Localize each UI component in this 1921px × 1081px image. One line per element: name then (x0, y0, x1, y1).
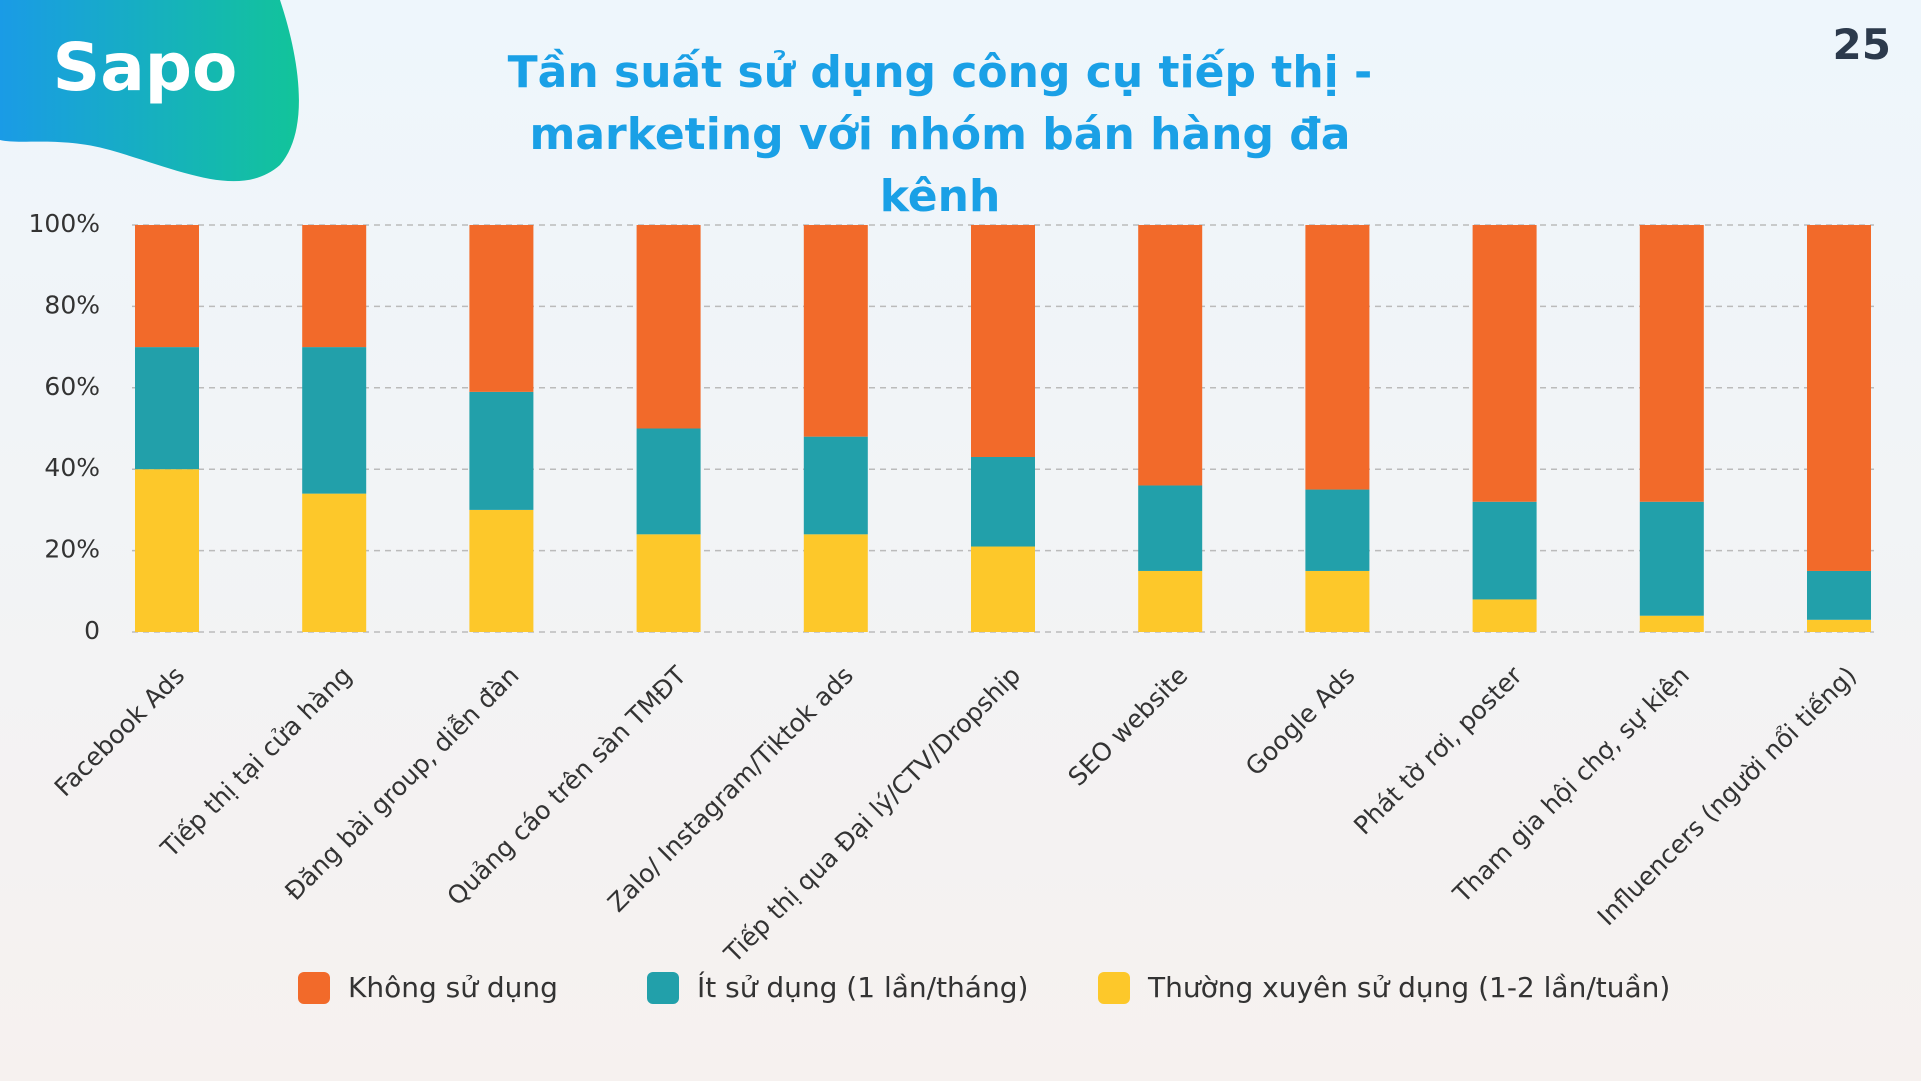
y-tick-label: 100% (29, 209, 100, 238)
bar-segment (971, 456, 1035, 547)
bar-segment (803, 534, 868, 632)
bar-segment (135, 347, 199, 470)
bar-segment (469, 509, 534, 632)
bar-segment (803, 225, 868, 437)
bar-segment (1807, 619, 1871, 632)
bar-segment (636, 428, 701, 535)
bar-segment (1138, 225, 1203, 486)
legend-label: Thường xuyên sử dụng (1-2 lần/tuần) (1147, 971, 1670, 1004)
bar-segment (636, 534, 701, 632)
bar-segment (1639, 615, 1704, 632)
page-number: 25 (1832, 20, 1891, 69)
x-tick-label: Phát tờ rơi, poster (1348, 660, 1528, 840)
y-tick-label: 40% (44, 453, 100, 482)
bar-segment (971, 546, 1035, 632)
legend-label: Ít sử dụng (1 lần/tháng) (697, 970, 1028, 1004)
bar-segment (302, 493, 367, 632)
legend-swatch (1098, 972, 1130, 1004)
bar-segment (1138, 485, 1203, 571)
y-tick-label: 0 (84, 616, 100, 645)
bar-segment (1639, 225, 1704, 502)
bar-segment (469, 391, 534, 510)
bar-segment (469, 225, 534, 392)
logo-blob (0, 0, 299, 182)
bar-segment (1472, 599, 1537, 632)
x-tick-label: Google Ads (1240, 661, 1361, 782)
x-tick-label: Tiếp thị tại cửa hàng (154, 661, 357, 864)
bar-segment (1472, 501, 1537, 600)
bar-segment (1138, 570, 1203, 632)
legend-swatch (298, 972, 330, 1004)
bar-segment (1305, 489, 1370, 571)
x-tick-label: SEO website (1062, 661, 1193, 792)
bar-segment (1639, 501, 1704, 616)
bar-segment (1472, 225, 1537, 502)
y-tick-label: 60% (44, 372, 100, 401)
bar-segment (302, 225, 367, 348)
bar-segment (1305, 225, 1370, 490)
x-tick-label: Tiếp thị qua Đại lý/CTV/Dropship (718, 661, 1026, 969)
bar-segment (1807, 225, 1871, 571)
legend-label: Không sử dụng (348, 971, 558, 1004)
y-tick-label: 20% (44, 535, 100, 564)
legend-swatch (647, 972, 679, 1004)
bar-segment (971, 225, 1035, 457)
bar-segment (135, 225, 199, 348)
x-tick-label: Influencers (người nổi tiếng) (1592, 661, 1863, 932)
chart-title: Tần suất sử dụng công cụ tiếp thị - mark… (507, 47, 1373, 222)
bar-segment (636, 225, 701, 429)
logo: Sapo (53, 29, 238, 106)
bar-segment (1305, 570, 1370, 632)
bar-segment (1807, 570, 1871, 620)
bar-segment (135, 469, 199, 632)
bar-segment (803, 436, 868, 535)
x-tick-label: Facebook Ads (49, 661, 190, 802)
y-tick-label: 80% (44, 290, 100, 319)
bar-segment (302, 347, 367, 494)
